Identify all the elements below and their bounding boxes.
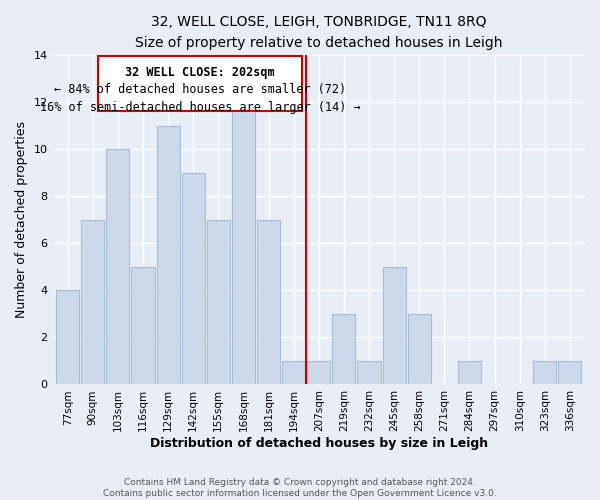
Bar xyxy=(131,267,155,384)
X-axis label: Distribution of detached houses by size in Leigh: Distribution of detached houses by size … xyxy=(150,437,488,450)
Bar xyxy=(81,220,104,384)
Bar xyxy=(182,172,205,384)
Bar xyxy=(157,126,179,384)
Bar xyxy=(407,314,431,384)
Bar xyxy=(282,361,305,384)
Bar xyxy=(307,361,331,384)
Bar xyxy=(232,102,255,385)
Bar xyxy=(383,267,406,384)
Bar xyxy=(559,361,581,384)
Bar xyxy=(533,361,556,384)
FancyBboxPatch shape xyxy=(98,56,302,112)
Text: Contains HM Land Registry data © Crown copyright and database right 2024.
Contai: Contains HM Land Registry data © Crown c… xyxy=(103,478,497,498)
Bar xyxy=(56,290,79,384)
Bar xyxy=(358,361,380,384)
Y-axis label: Number of detached properties: Number of detached properties xyxy=(15,121,28,318)
Bar xyxy=(207,220,230,384)
Text: ← 84% of detached houses are smaller (72): ← 84% of detached houses are smaller (72… xyxy=(54,83,346,96)
Title: 32, WELL CLOSE, LEIGH, TONBRIDGE, TN11 8RQ
Size of property relative to detached: 32, WELL CLOSE, LEIGH, TONBRIDGE, TN11 8… xyxy=(135,15,503,50)
Bar xyxy=(106,149,130,384)
Bar xyxy=(332,314,355,384)
Bar xyxy=(458,361,481,384)
Text: 32 WELL CLOSE: 202sqm: 32 WELL CLOSE: 202sqm xyxy=(125,66,275,78)
Text: 16% of semi-detached houses are larger (14) →: 16% of semi-detached houses are larger (… xyxy=(40,101,361,114)
Bar xyxy=(257,220,280,384)
